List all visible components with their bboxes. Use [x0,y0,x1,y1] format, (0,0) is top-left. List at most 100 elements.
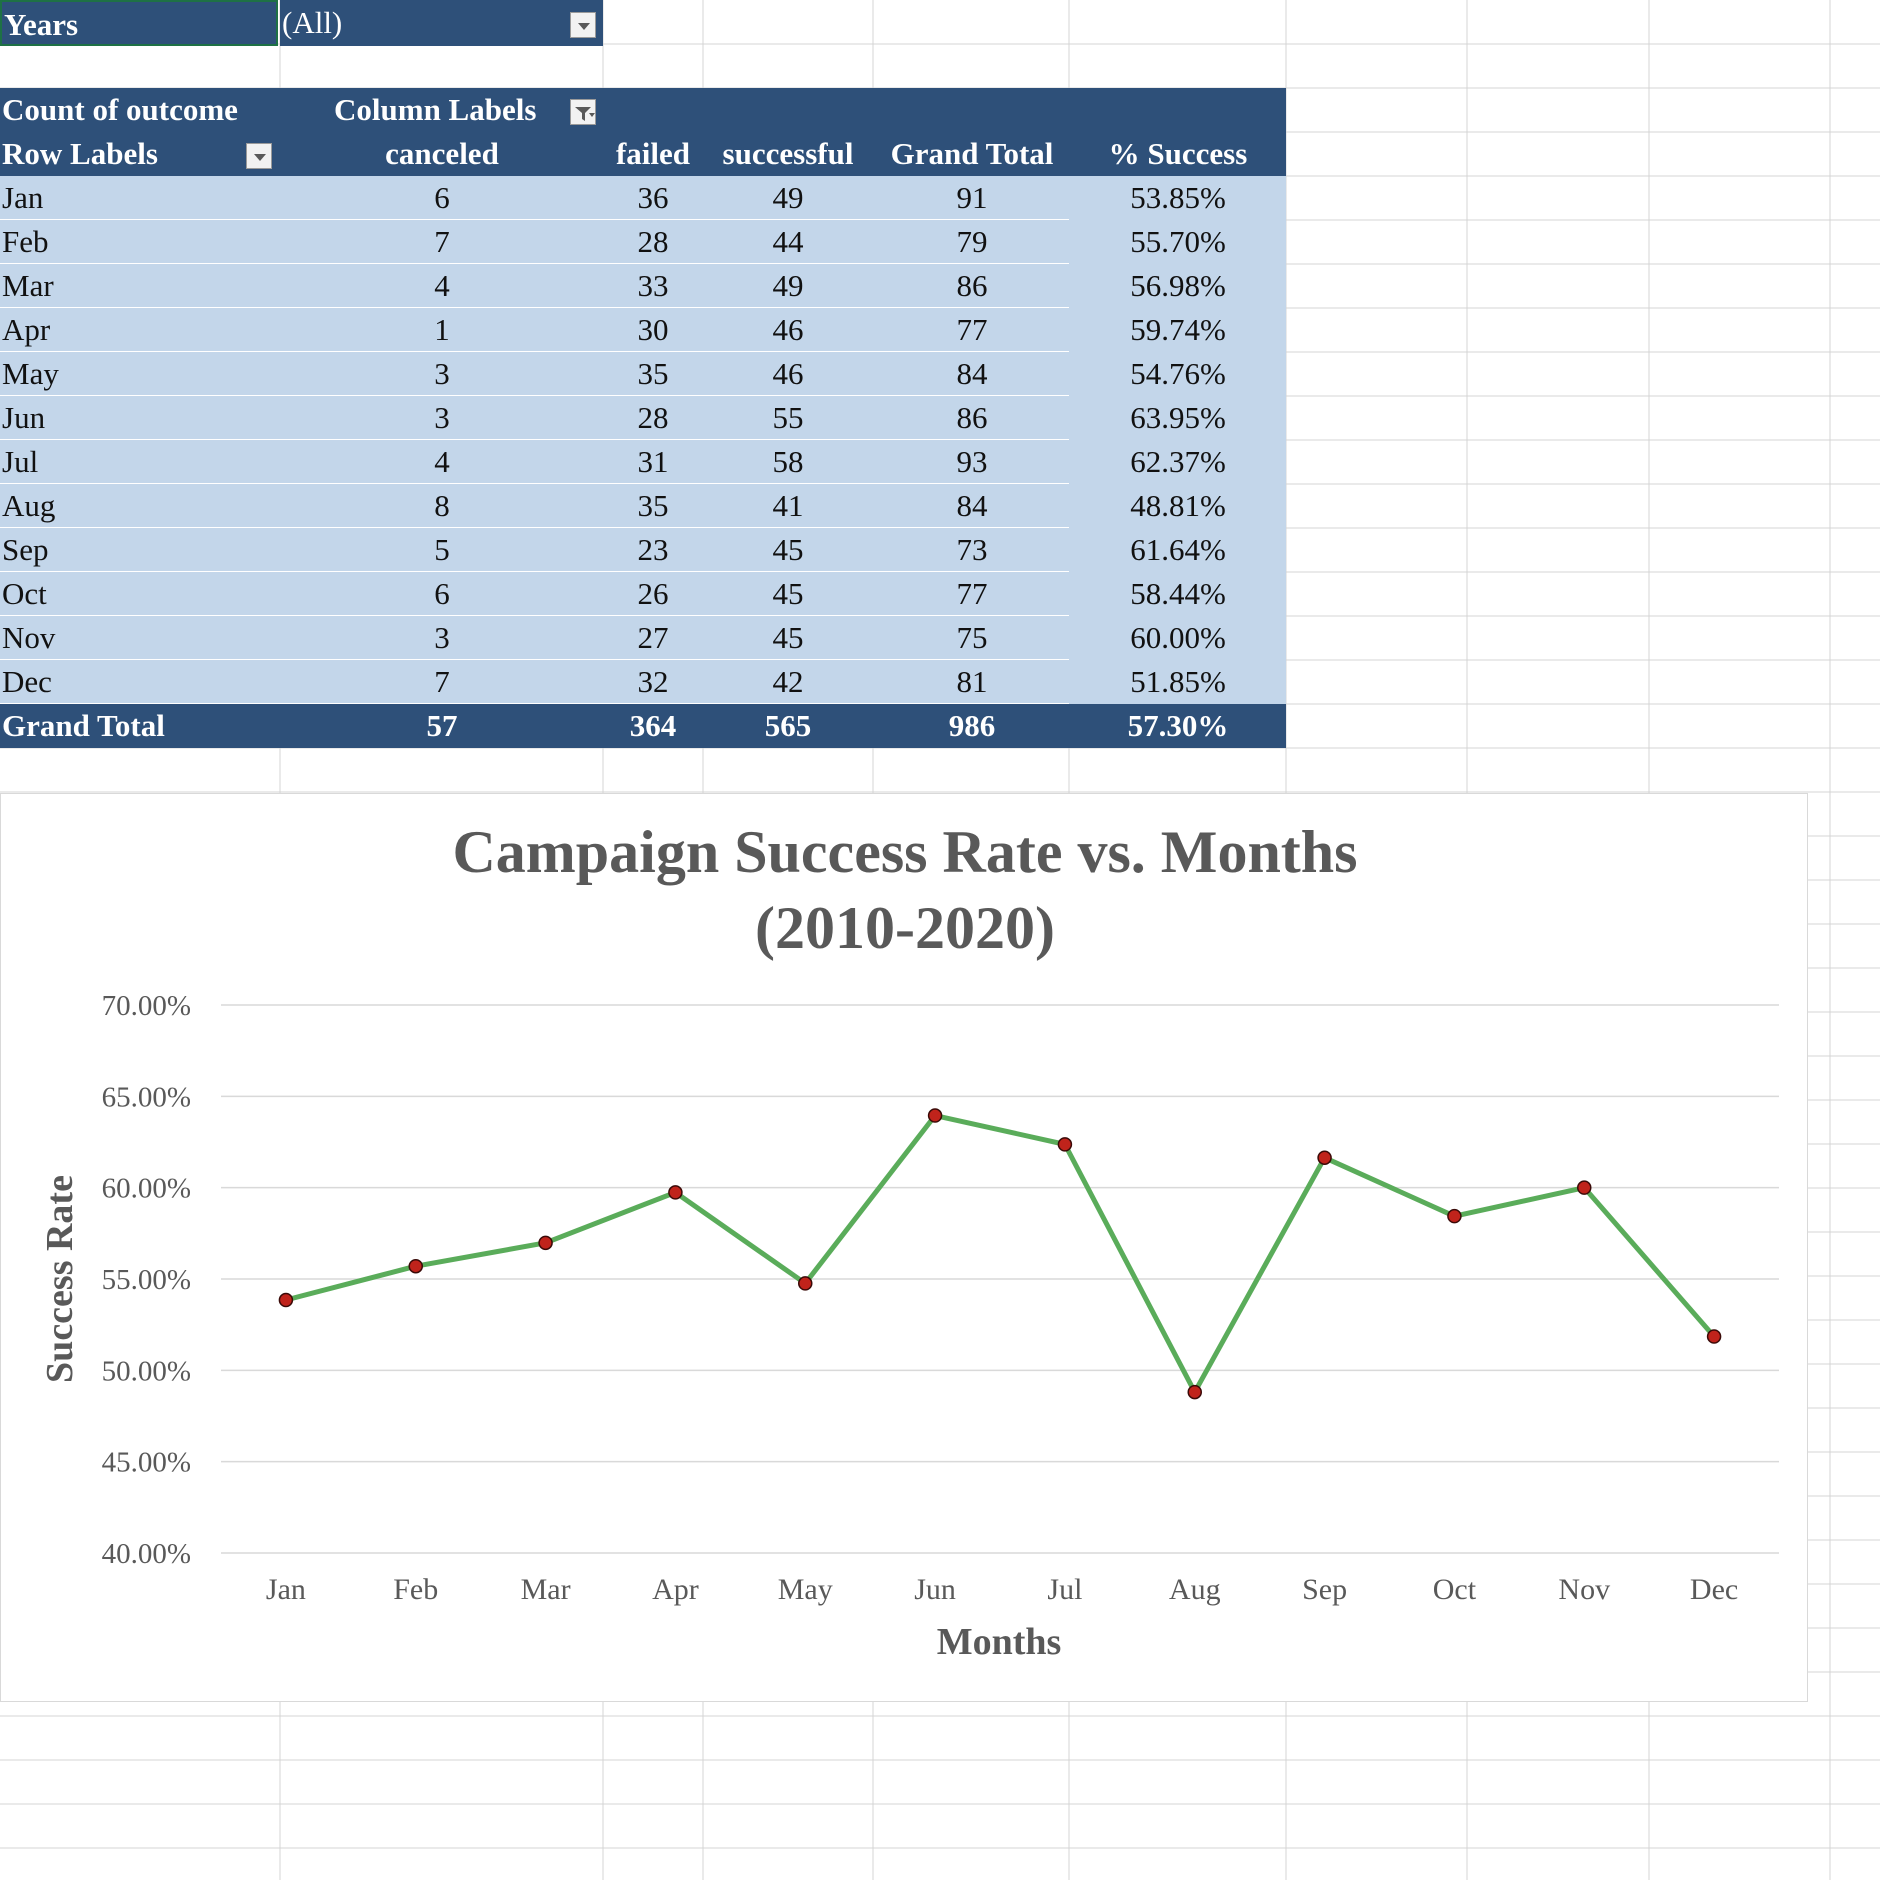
cell-pct-success[interactable]: 56.98% [1130,268,1226,303]
data-point[interactable] [1577,1180,1592,1195]
cell-successful[interactable]: 45 [772,620,804,655]
line-chart[interactable]: Campaign Success Rate vs. Months (2010-2… [0,793,1808,1702]
data-point[interactable] [1447,1208,1462,1224]
cell-failed[interactable]: 30 [637,312,669,347]
cell-successful[interactable]: 41 [772,488,804,523]
data-point[interactable] [927,1108,943,1123]
cell-failed[interactable]: 32 [637,664,669,699]
cell-canceled[interactable]: 7 [434,224,450,259]
measure-label: Count of outcome [2,92,238,127]
cell-grand-total[interactable]: 86 [956,268,988,303]
row-label[interactable]: Jun [2,400,46,435]
cell-successful[interactable]: 42 [772,664,804,699]
cell-failed[interactable]: 28 [637,400,669,435]
cell-pct-success[interactable]: 54.76% [1130,356,1226,391]
cell-successful[interactable]: 58 [772,444,804,479]
cell-canceled[interactable]: 6 [434,180,450,215]
cell-canceled[interactable]: 3 [434,400,450,435]
row-labels-filter-button[interactable] [246,143,272,169]
x-tick-label: Jan [266,1573,306,1606]
cell-grand-total[interactable]: 73 [956,532,988,567]
data-point[interactable] [538,1235,553,1251]
cell-failed[interactable]: 31 [637,444,669,479]
cell-failed[interactable]: 28 [637,224,669,259]
cell-canceled[interactable]: 7 [434,664,450,699]
cell-pct-success[interactable]: 62.37% [1130,444,1226,479]
cell-pct-success[interactable]: 58.44% [1130,576,1226,611]
series-line[interactable] [285,1113,1716,1395]
cell-failed[interactable]: 35 [637,356,669,391]
filter-value-cell[interactable]: (All) [280,0,603,46]
cell-canceled[interactable]: 6 [434,576,450,611]
cell-failed[interactable]: 26 [637,576,669,611]
cell-failed[interactable]: 36 [637,180,669,215]
row-label[interactable]: Nov [2,620,56,655]
pivot-row: Oct 6 26 45 77 58.44% [0,572,1286,616]
column-labels-filter-button[interactable] [570,99,596,125]
cell-successful[interactable]: 49 [772,268,804,303]
pivot-row: Jun 3 28 55 86 63.95% [0,396,1286,440]
data-point[interactable] [278,1292,294,1308]
row-label[interactable]: Sep [2,532,49,567]
cell-failed[interactable]: 33 [637,268,669,303]
row-separator [0,351,1069,352]
x-tick-label: Jun [914,1573,956,1606]
cell-successful[interactable]: 45 [772,532,804,567]
cell-grand-total[interactable]: 77 [956,312,988,347]
cell-grand-total[interactable]: 77 [956,576,988,611]
cell-failed[interactable]: 23 [637,532,669,567]
cell-successful[interactable]: 46 [772,356,804,391]
row-label[interactable]: Jul [2,444,39,479]
data-point[interactable] [668,1185,683,1200]
cell-canceled[interactable]: 8 [434,488,450,523]
data-point[interactable] [408,1258,423,1274]
row-label[interactable]: Feb [2,224,49,259]
cell-successful[interactable]: 46 [772,312,804,347]
cell-pct-success[interactable]: 63.95% [1130,400,1226,435]
row-label[interactable]: Apr [2,312,51,347]
grand-total-successful: 565 [764,708,812,743]
cell-pct-success[interactable]: 53.85% [1130,180,1226,215]
data-point[interactable] [798,1276,813,1291]
row-label[interactable]: Aug [2,488,56,523]
cell-canceled[interactable]: 4 [434,444,450,479]
cell-pct-success[interactable]: 60.00% [1130,620,1226,655]
cell-pct-success[interactable]: 61.64% [1130,532,1226,567]
cell-successful[interactable]: 49 [772,180,804,215]
row-label[interactable]: Oct [2,576,47,611]
row-label[interactable]: May [2,356,59,391]
cell-grand-total[interactable]: 86 [956,400,988,435]
cell-canceled[interactable]: 4 [434,268,450,303]
cell-successful[interactable]: 44 [772,224,804,259]
cell-grand-total[interactable]: 81 [956,664,988,699]
cell-failed[interactable]: 35 [637,488,669,523]
cell-grand-total[interactable]: 75 [956,620,988,655]
cell-canceled[interactable]: 3 [434,356,450,391]
cell-failed[interactable]: 27 [637,620,669,655]
cell-pct-success[interactable]: 48.81% [1130,488,1226,523]
row-label[interactable]: Dec [2,664,52,699]
cell-canceled[interactable]: 3 [434,620,450,655]
cell-grand-total[interactable]: 91 [956,180,988,215]
cell-grand-total[interactable]: 84 [956,488,988,523]
cell-successful[interactable]: 45 [772,576,804,611]
cell-pct-success[interactable]: 59.74% [1130,312,1226,347]
row-label[interactable]: Mar [2,268,54,303]
data-point[interactable] [1317,1150,1332,1165]
cell-pct-success[interactable]: 51.85% [1130,664,1226,699]
data-point[interactable] [1187,1384,1202,1400]
cell-pct-success[interactable]: 55.70% [1130,224,1226,259]
filter-dropdown-button[interactable] [570,12,596,38]
data-point[interactable] [1057,1137,1073,1152]
data-point[interactable] [1706,1329,1722,1344]
grand-total-canceled: 57 [426,708,458,743]
row-label[interactable]: Jan [2,180,44,215]
cell-grand-total[interactable]: 79 [956,224,988,259]
cell-grand-total[interactable]: 84 [956,356,988,391]
row-separator [0,219,1069,220]
cell-canceled[interactable]: 5 [434,532,450,567]
x-tick-label: Apr [652,1573,699,1606]
cell-successful[interactable]: 55 [772,400,804,435]
cell-grand-total[interactable]: 93 [956,444,988,479]
cell-canceled[interactable]: 1 [434,312,450,347]
